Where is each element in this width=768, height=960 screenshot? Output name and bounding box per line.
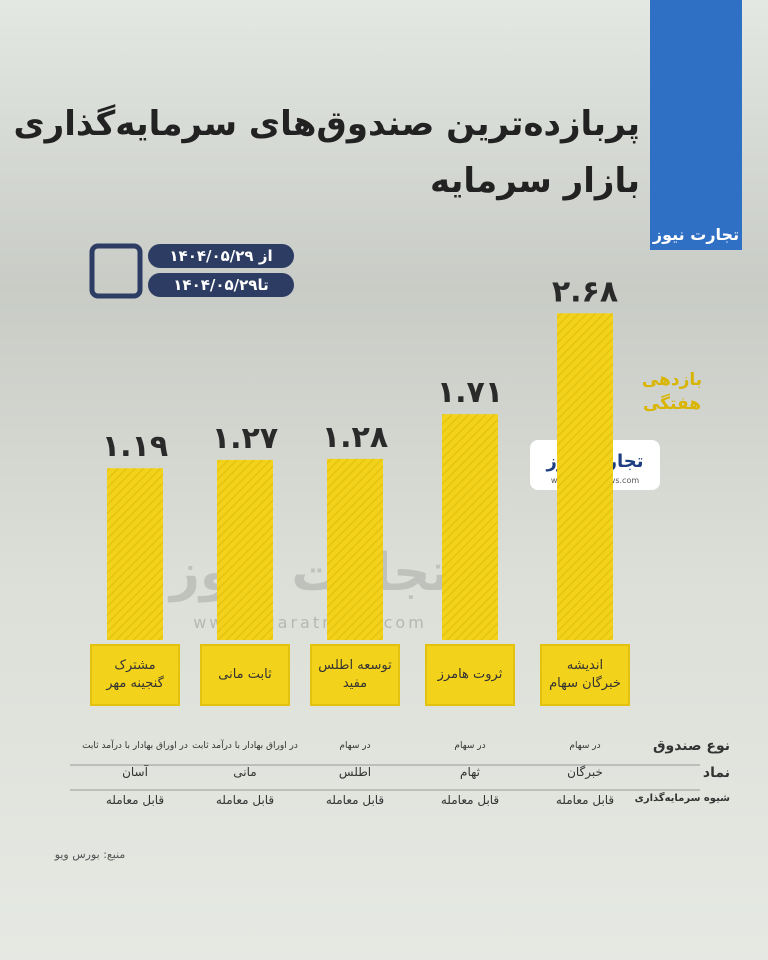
date-pill — [148, 244, 294, 268]
bar — [442, 414, 498, 640]
table-cell: در سهام — [569, 741, 601, 751]
table-cell: قابل معامله — [325, 793, 385, 807]
value-label: ۱.۲۷ — [212, 421, 278, 456]
table-cell: قابل معامله — [215, 793, 275, 807]
category-label: مشترک گنجینه مهر — [90, 644, 180, 706]
value-label: ۱.۲۸ — [322, 420, 388, 455]
category-label: اندیشه خبرگان سهام — [540, 644, 630, 706]
brand-name: تجارت نیوز — [652, 225, 739, 244]
row-header: نوع صندوق — [652, 738, 730, 754]
watermark: تجارت نیوز — [167, 543, 450, 603]
source: منبع: بورس ویو — [54, 848, 126, 861]
table-cell: ثهام — [460, 765, 480, 779]
table-cell: قابل معامله — [555, 793, 615, 807]
category-label: ثابت مانی — [200, 644, 290, 706]
brand-band — [650, 0, 742, 250]
value-label: ۱.۷۱ — [437, 375, 503, 410]
row-header: شیوه سرمایه‌گذاری — [634, 793, 730, 804]
bar — [107, 468, 163, 640]
table-cell: اطلس — [338, 765, 372, 779]
table-cell: در اوراق بهادار با درآمد ثابت — [192, 741, 298, 751]
table-cell: در سهام — [339, 741, 371, 751]
value-label: ۲.۶۸ — [552, 274, 618, 309]
y-axis-label: بازدهی هفتگی — [642, 370, 702, 414]
date-pill — [148, 273, 294, 297]
table-cell: خبرگان — [567, 765, 603, 779]
table-cell: قابل معامله — [105, 793, 165, 807]
table-cell: در سهام — [454, 741, 486, 751]
table-cell: آسان — [122, 765, 148, 779]
category-label: توسعه اطلس مفید — [310, 644, 400, 706]
category-label: ثروت هامرز — [425, 644, 515, 706]
bar — [557, 313, 613, 640]
calendar-icon — [89, 243, 143, 299]
table-cell: در اوراق بهادار با درآمد ثابت — [82, 741, 188, 751]
chart-title: پربازده‌ترین صندوق‌های سرمایه‌گذاری — [14, 104, 641, 144]
table-cell: مانی — [233, 765, 257, 779]
value-label: ۱.۱۹ — [102, 429, 168, 464]
row-header: نماد — [702, 765, 730, 781]
bar — [327, 458, 383, 640]
chart-title: بازار سرمایه — [430, 161, 640, 201]
bar — [217, 459, 273, 640]
table-cell: قابل معامله — [440, 793, 500, 807]
date-from: از ۱۴۰۴/۰۵/۲۹ — [169, 247, 272, 265]
date-to: تا۱۴۰۴/۰۵/۲۹ — [173, 276, 268, 294]
